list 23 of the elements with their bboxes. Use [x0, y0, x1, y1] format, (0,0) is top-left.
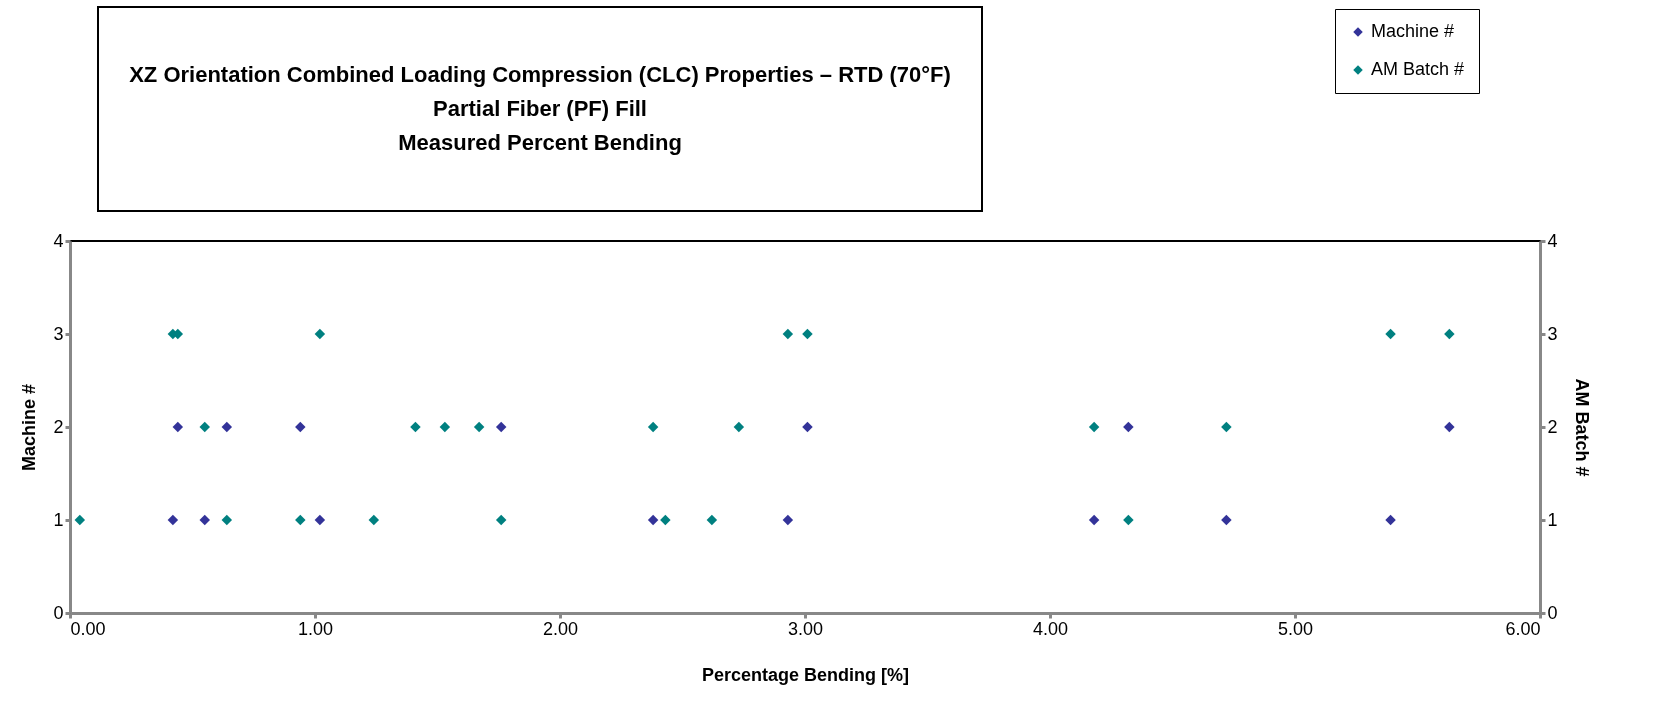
y-tick-label: 1: [53, 509, 64, 530]
y-axis-title: Machine #: [19, 383, 40, 472]
x-tick-label: 3.00: [787, 618, 824, 639]
y2-tick-label: 4: [1547, 230, 1558, 251]
y-tick-label: 3: [53, 323, 64, 344]
x-tick-label: 5.00: [1277, 618, 1314, 639]
legend-label: Machine #: [1371, 21, 1455, 41]
x-tick-label: 1.00: [297, 618, 334, 639]
y-tick-label: 4: [53, 230, 64, 251]
y2-tick-label: 1: [1547, 509, 1558, 530]
x-tick-label: 4.00: [1032, 618, 1069, 639]
y-tick-label: 2: [53, 416, 64, 437]
x-tick-label: 6.00: [1505, 618, 1541, 639]
y2-tick-label: 3: [1547, 323, 1558, 344]
y2-axis-title: AM Batch #: [1571, 378, 1592, 477]
y2-tick-label: 0: [1547, 602, 1558, 623]
x-tick-label: 0.00: [70, 618, 106, 639]
y2-tick-label: 2: [1547, 416, 1558, 437]
x-tick-label: 2.00: [542, 618, 579, 639]
chart-title: XZ Orientation Combined Loading Compression (CLC) Properties – RTD (70°F) Partial Fiber (PF) Fill Measured Percent Bending: [129, 62, 951, 155]
x-axis-title: Percentage Bending [%]: [701, 664, 910, 685]
y-tick-label: 0: [53, 602, 64, 623]
legend-label: AM Batch #: [1371, 59, 1465, 79]
